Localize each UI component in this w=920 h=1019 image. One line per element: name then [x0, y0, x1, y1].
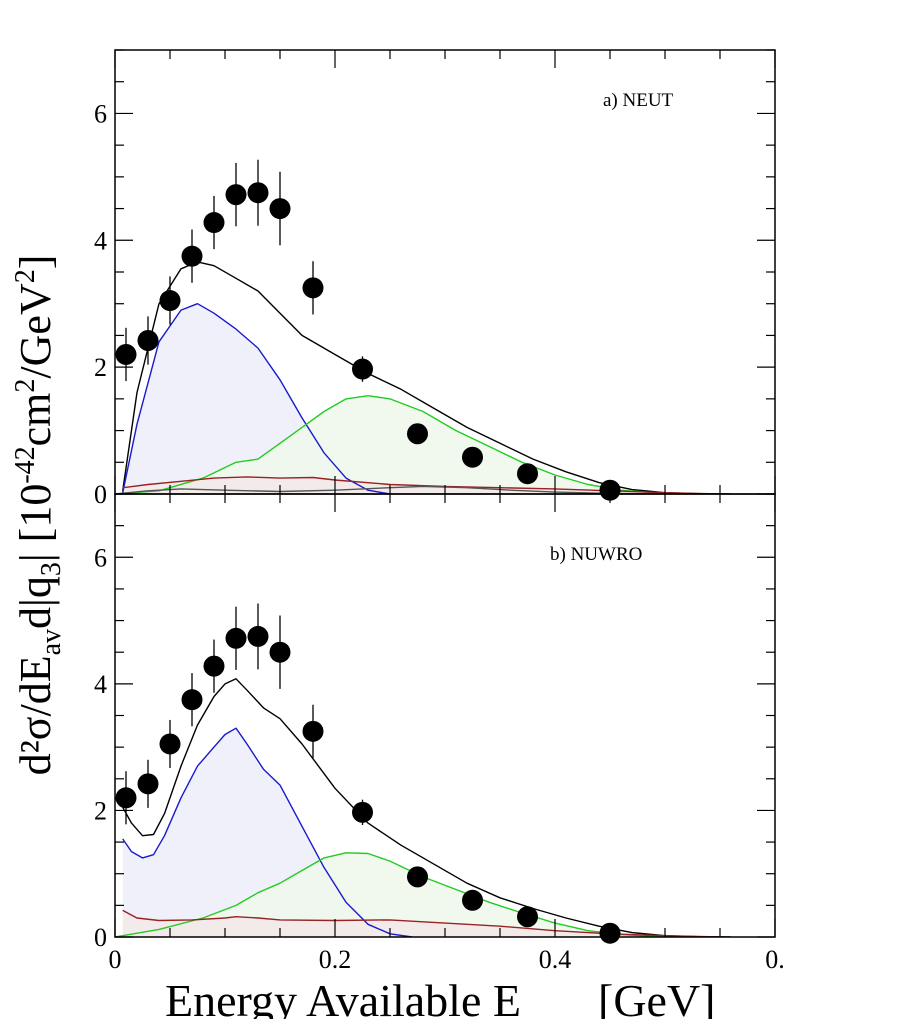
y-label-sq2: 2	[10, 269, 41, 283]
data-point	[247, 625, 269, 647]
panel-title: a) NEUT	[603, 90, 674, 111]
model-curves	[115, 678, 732, 937]
data-point	[302, 277, 324, 299]
y-tick-label: 6	[94, 543, 107, 572]
x-axis-unit: [GeV]	[598, 975, 716, 1019]
data-points	[115, 603, 621, 944]
data-point	[137, 330, 159, 352]
x-tick-label: 0	[109, 945, 122, 974]
curve-delta	[115, 852, 688, 937]
data-point	[462, 889, 483, 911]
x-tick-label: 0.2	[319, 945, 352, 974]
y-label-exp: -42	[10, 446, 41, 483]
data-point	[203, 212, 225, 234]
y-label-sq: 2	[10, 379, 41, 393]
y-tick-label: 2	[94, 796, 107, 825]
data-point	[181, 689, 203, 711]
curve-delta	[115, 395, 688, 494]
y-label-sub-av: av	[36, 629, 67, 655]
data-point	[181, 245, 203, 267]
x-tick-label: 0.4	[539, 945, 572, 974]
data-point	[407, 866, 428, 888]
y-tick-labels: 0 2 4 6	[94, 99, 107, 509]
data-point	[302, 720, 324, 742]
data-point	[225, 627, 247, 649]
data-point	[159, 733, 181, 755]
data-point	[407, 423, 428, 445]
y-label-unit2: /GeV	[11, 283, 60, 379]
panel-title: b) NUWRO	[550, 544, 642, 565]
y-label-mid: d|q	[11, 576, 60, 629]
tick-labels: 0 2 4 6 0 0.2 0.4 0.	[94, 543, 785, 974]
panel-neut: 0 2 4 6 a) NEUT	[94, 49, 776, 509]
data-point	[225, 184, 247, 206]
data-point	[269, 198, 291, 220]
data-point	[115, 343, 137, 365]
area-delta	[115, 852, 687, 937]
panel-nuwro: 0 2 4 6 0 0.2 0.4 0. b) NUWRO	[94, 493, 785, 974]
data-point	[352, 801, 373, 823]
axis-ticks	[114, 493, 776, 938]
x-axis-label: Energy Available E	[165, 975, 521, 1019]
y-tick-label: 0	[94, 923, 107, 952]
y-label-sub-3: 3	[36, 562, 67, 576]
curve-total	[122, 678, 732, 937]
curve-mec	[122, 909, 721, 937]
data-point	[269, 641, 291, 663]
curve-qe	[122, 727, 413, 937]
data-point	[247, 182, 269, 204]
area-qe	[122, 728, 412, 937]
curve-qe	[122, 303, 391, 494]
y-label-unit1: cm	[11, 393, 60, 447]
data-point	[517, 906, 538, 928]
data-point	[159, 290, 181, 312]
data-point	[352, 358, 373, 380]
data-point	[115, 787, 137, 809]
x-tick-label: 0.	[765, 945, 785, 974]
y-axis-label: d²σ/dEavd|q3| [10-42cm2/GeV2]	[10, 255, 67, 776]
y-tick-label: 6	[94, 99, 107, 128]
data-points	[115, 159, 621, 501]
y-tick-label: 4	[94, 226, 107, 255]
data-point	[203, 655, 225, 677]
y-tick-label: 2	[94, 353, 107, 382]
y-label-close: ]	[11, 255, 60, 270]
data-point	[462, 446, 483, 468]
y-tick-label: 0	[94, 480, 107, 509]
y-label-main: d²σ/dE	[11, 655, 60, 775]
data-point	[517, 463, 538, 485]
area-fills	[115, 728, 720, 937]
y-label-tail: | [10	[11, 484, 60, 562]
area-delta	[115, 395, 687, 494]
y-tick-label: 4	[94, 670, 107, 699]
area-mec	[122, 910, 720, 937]
area-qe	[122, 303, 390, 494]
data-point	[137, 773, 159, 795]
